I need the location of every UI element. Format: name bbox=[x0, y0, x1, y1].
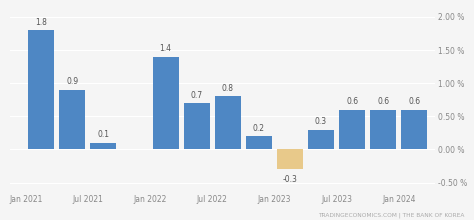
Text: 0.3: 0.3 bbox=[315, 117, 327, 126]
Text: 0.9: 0.9 bbox=[66, 77, 78, 86]
Text: 1.4: 1.4 bbox=[160, 44, 172, 53]
Bar bbox=[184, 103, 210, 149]
Text: TRADINGECONOMICS.COM | THE BANK OF KOREA: TRADINGECONOMICS.COM | THE BANK OF KOREA bbox=[318, 212, 465, 218]
Bar bbox=[215, 96, 241, 149]
Bar bbox=[28, 30, 54, 149]
Text: 0.8: 0.8 bbox=[222, 84, 234, 93]
Text: 0.2: 0.2 bbox=[253, 124, 265, 133]
Text: 0.7: 0.7 bbox=[191, 91, 203, 100]
Text: -0.3: -0.3 bbox=[283, 175, 297, 183]
Bar bbox=[246, 136, 272, 149]
Text: 0.6: 0.6 bbox=[377, 97, 389, 106]
Text: 0.1: 0.1 bbox=[98, 130, 109, 139]
Bar bbox=[153, 57, 179, 149]
Bar bbox=[91, 143, 117, 149]
Text: 0.6: 0.6 bbox=[346, 97, 358, 106]
Bar bbox=[339, 110, 365, 149]
Bar bbox=[308, 130, 334, 149]
Text: 0.6: 0.6 bbox=[408, 97, 420, 106]
Bar bbox=[277, 149, 303, 169]
Text: 1.8: 1.8 bbox=[36, 18, 47, 27]
Bar bbox=[401, 110, 427, 149]
Bar bbox=[370, 110, 396, 149]
Bar bbox=[59, 90, 85, 149]
